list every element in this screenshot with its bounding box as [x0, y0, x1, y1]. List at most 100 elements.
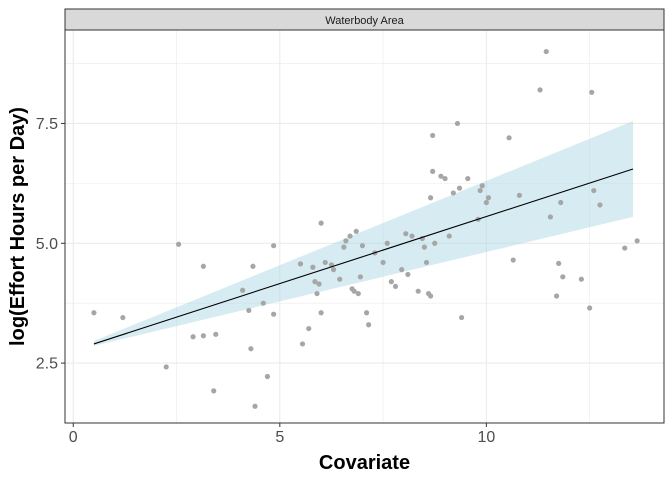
data-point [388, 279, 394, 285]
data-point [458, 314, 465, 321]
y-tick-label: 5.0 [36, 236, 58, 253]
data-point [409, 233, 415, 239]
data-point [454, 120, 461, 127]
data-point [366, 322, 372, 328]
x-axis-ticks: 0 5 10 [69, 423, 495, 446]
data-point [450, 190, 456, 196]
data-point [483, 199, 489, 206]
data-point [271, 243, 277, 249]
confidence-ribbon-layer [93, 121, 634, 346]
data-point [341, 244, 347, 250]
data-point [392, 283, 399, 290]
x-tick-label: 0 [69, 429, 78, 446]
data-point [355, 290, 361, 297]
data-point [485, 195, 492, 201]
data-point [359, 243, 366, 249]
data-point [347, 233, 353, 239]
x-tick-label: 5 [275, 429, 284, 446]
data-point [553, 293, 560, 299]
data-point [357, 274, 363, 280]
data-point [510, 257, 516, 263]
x-axis-title: Covariate [319, 452, 410, 474]
data-point [430, 168, 436, 174]
data-point [405, 271, 411, 278]
data-point [343, 238, 349, 244]
data-point [211, 388, 217, 394]
y-tick-label: 2.5 [36, 356, 58, 373]
data-point [363, 310, 370, 316]
data-point [427, 195, 434, 201]
data-point [516, 192, 523, 198]
data-point [506, 135, 512, 141]
data-point [246, 307, 252, 313]
data-point [465, 175, 471, 182]
data-point [403, 231, 409, 237]
data-point [578, 276, 584, 282]
data-point [442, 175, 448, 182]
y-tick-label: 7.5 [36, 116, 58, 133]
data-point [399, 267, 405, 273]
data-point [306, 325, 312, 332]
data-point [312, 279, 318, 285]
data-point [456, 185, 463, 191]
data-point [558, 199, 564, 206]
fit-line [93, 168, 634, 345]
data-point [297, 261, 304, 267]
data-point [430, 132, 436, 139]
data-point [479, 183, 485, 189]
confidence-ribbon [93, 121, 634, 346]
fit-line-layer [93, 168, 634, 345]
data-point [176, 241, 182, 247]
y-axis-ticks: 2.5 5.0 7.5 [36, 116, 65, 373]
data-point [314, 290, 320, 297]
plot-panel-border [64, 29, 665, 424]
data-point [380, 259, 386, 266]
facet-strip-label: Waterbody Area [325, 15, 404, 27]
data-point [560, 274, 566, 280]
data-point [200, 263, 206, 269]
data-point [543, 48, 549, 55]
data-point [337, 276, 343, 282]
data-point [316, 281, 322, 287]
data-point [446, 233, 452, 239]
data-point [597, 202, 603, 208]
data-point [310, 264, 316, 270]
data-point [299, 341, 306, 347]
data-point [213, 331, 219, 337]
data-point [318, 220, 324, 226]
data-point [264, 373, 271, 380]
data-point [252, 403, 258, 409]
data-point [634, 238, 640, 244]
data-point [432, 240, 438, 246]
data-point [556, 260, 562, 267]
data-point [163, 364, 169, 370]
data-point [415, 288, 421, 294]
data-point [260, 300, 266, 306]
data-point [589, 89, 595, 95]
data-point [423, 259, 430, 266]
data-point [318, 310, 324, 316]
data-point [240, 287, 246, 293]
data-point [427, 293, 434, 299]
data-point [330, 267, 337, 273]
data-point [547, 214, 553, 220]
data-point [353, 228, 359, 234]
data-point [190, 334, 196, 340]
data-point [421, 244, 427, 250]
data-point [438, 173, 444, 179]
data-point [622, 245, 628, 251]
data-point [271, 311, 277, 317]
data-point [537, 87, 543, 93]
data-point [477, 187, 483, 194]
data-point [322, 259, 328, 266]
y-axis-title: log(Effort Hours per Day) [7, 107, 29, 346]
data-point [591, 187, 597, 194]
x-tick-label: 10 [477, 429, 495, 446]
facet-strip: Waterbody Area [64, 8, 665, 31]
scatter-points-layer [91, 48, 640, 409]
data-point [250, 263, 256, 269]
data-point [384, 240, 390, 246]
data-point [587, 305, 593, 311]
data-point [351, 288, 357, 294]
